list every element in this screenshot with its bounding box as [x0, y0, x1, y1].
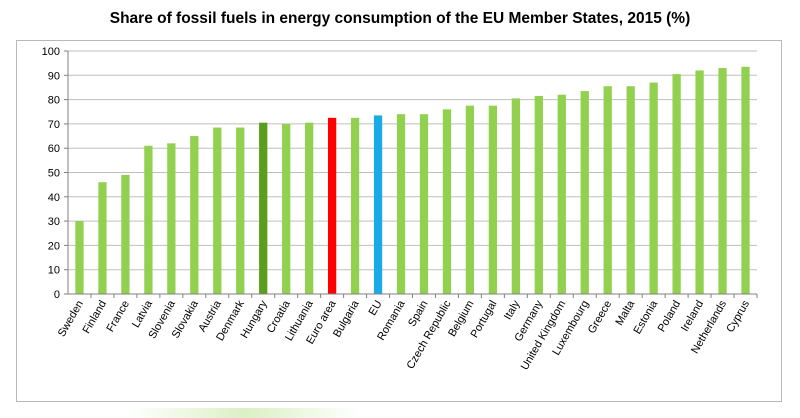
bar-malta: [626, 86, 635, 294]
grid-layer: [68, 50, 757, 271]
chart-frame: [16, 40, 782, 402]
x-tick-label: Sweden: [56, 299, 86, 339]
bar-poland: [672, 74, 681, 295]
bar-united-kingdom: [557, 94, 566, 295]
bar-lithuania: [305, 122, 314, 294]
axis-layer: [64, 50, 758, 298]
bar-bulgaria: [350, 117, 360, 294]
bar-portugal: [488, 105, 498, 294]
bar-estonia: [649, 82, 658, 294]
x-tick-label: Estonia: [632, 298, 661, 337]
y-tick-label: 100: [42, 46, 60, 58]
bar-cyprus: [741, 66, 750, 294]
bar-eu: [373, 115, 383, 295]
y-tick-label: 90: [48, 70, 60, 82]
x-tick-label: Italy: [502, 298, 523, 322]
x-tick-label: Cyprus: [724, 298, 752, 335]
bar-romania: [396, 114, 406, 295]
x-tick-label: France: [104, 299, 132, 335]
bar-slovakia: [190, 136, 199, 294]
bar-sweden: [75, 221, 84, 294]
y-tick-label: 50: [48, 168, 60, 180]
bar-italy: [511, 98, 520, 294]
x-tick-label: Spain: [406, 299, 430, 329]
y-tick-label: 30: [48, 216, 60, 228]
chart-title: Share of fossil fuels in energy consumpt…: [109, 10, 691, 27]
bar-finland: [98, 182, 107, 294]
bar-luxembourg: [580, 91, 589, 294]
bar-austria: [213, 127, 222, 294]
bar-spain: [419, 114, 429, 295]
x-axis-labels: SwedenFinlandFranceLatviaSloveniaSlovaki…: [56, 298, 753, 373]
y-tick-label: 0: [54, 289, 60, 301]
bars-layer: [75, 66, 750, 295]
bar-slovenia: [167, 143, 176, 294]
y-tick-label: 80: [48, 95, 60, 107]
bar-hungary: [259, 122, 268, 294]
bar-netherlands: [718, 68, 727, 294]
bar-croatia: [282, 123, 291, 295]
bar-belgium: [465, 105, 475, 294]
bar-france: [121, 174, 130, 294]
x-tick-label: Czech Republic: [405, 298, 454, 371]
y-tick-label: 40: [48, 192, 60, 204]
bar-ireland: [695, 70, 704, 294]
y-tick-label: 60: [48, 143, 60, 155]
bar-germany: [534, 95, 543, 294]
bar-denmark: [236, 127, 245, 294]
y-tick-label: 10: [48, 265, 60, 277]
bottom-decoration: [130, 408, 360, 418]
y-axis-labels: 0 10 20 30 40 50 60 70 80 90 100: [42, 46, 60, 301]
bar-greece: [603, 86, 612, 294]
bar-euro-area: [327, 117, 337, 294]
y-tick-label: 70: [48, 119, 60, 131]
y-tick-label: 20: [48, 240, 60, 252]
bar-latvia: [144, 145, 153, 294]
x-tick-label: Malta: [613, 298, 637, 328]
bar-czech-republic: [442, 109, 452, 294]
x-tick-label: EU: [367, 298, 385, 317]
